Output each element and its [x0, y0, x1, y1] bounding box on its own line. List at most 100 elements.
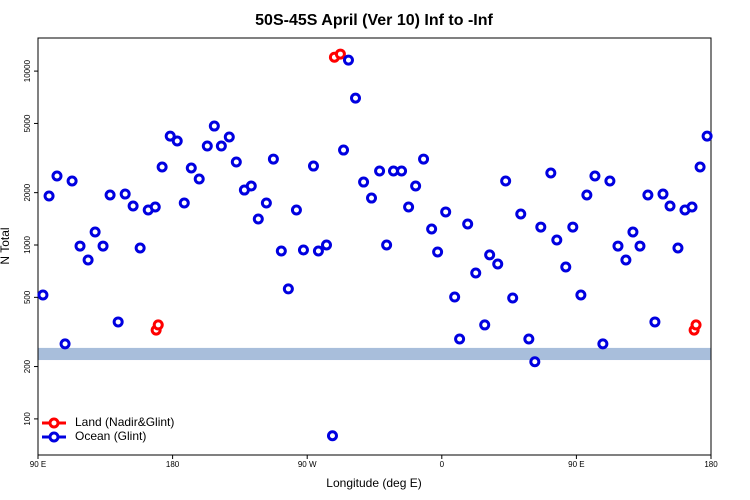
- point: [642, 189, 654, 201]
- point: [156, 161, 168, 173]
- point: [312, 245, 324, 257]
- point: [581, 189, 593, 201]
- point: [320, 239, 332, 251]
- point: [127, 200, 139, 212]
- y-tick-label: 1000: [23, 236, 32, 254]
- point: [560, 261, 572, 273]
- x-tick-label: 90 E: [568, 460, 584, 469]
- point: [119, 188, 131, 200]
- point: [470, 267, 482, 279]
- band: [38, 347, 711, 361]
- point: [43, 190, 55, 202]
- point: [575, 289, 587, 301]
- point: [338, 144, 350, 156]
- point: [59, 338, 71, 350]
- y-tick-label: 100: [23, 412, 32, 426]
- point: [260, 197, 272, 209]
- point: [567, 221, 579, 233]
- point: [529, 356, 541, 368]
- point: [290, 204, 302, 216]
- legend-marker: [48, 431, 60, 443]
- point: [267, 153, 279, 165]
- point: [89, 226, 101, 238]
- x-tick-label: 180: [704, 460, 718, 469]
- legend-marker: [48, 417, 60, 429]
- point: [245, 180, 257, 192]
- point: [535, 221, 547, 233]
- point: [297, 244, 309, 256]
- y-tick-label: 10000: [23, 59, 32, 82]
- x-axis-label: Longitude (deg E): [326, 476, 421, 490]
- point: [104, 189, 116, 201]
- point: [479, 319, 491, 331]
- point: [426, 223, 438, 235]
- chart-title: 50S-45S April (Ver 10) Inf to -Inf: [255, 12, 493, 29]
- point: [597, 338, 609, 350]
- point: [82, 254, 94, 266]
- point: [164, 130, 176, 142]
- point: [484, 249, 496, 261]
- point: [152, 319, 164, 331]
- point: [545, 167, 557, 179]
- point: [500, 175, 512, 187]
- point: [418, 153, 430, 165]
- point: [440, 206, 452, 218]
- point: [208, 120, 220, 132]
- point: [381, 239, 393, 251]
- point: [686, 201, 698, 213]
- point: [307, 160, 319, 172]
- point: [282, 283, 294, 295]
- point: [252, 213, 264, 225]
- y-tick-label: 200: [23, 359, 32, 373]
- x-tick-label: 90 W: [298, 460, 317, 469]
- point: [604, 175, 616, 187]
- point: [374, 165, 386, 177]
- legend-label: Ocean (Glint): [75, 429, 146, 443]
- point: [74, 240, 86, 252]
- x-tick-label: 0: [440, 460, 445, 469]
- point: [171, 135, 183, 147]
- plot-frame: [37, 37, 712, 456]
- point: [193, 173, 205, 185]
- point: [523, 333, 535, 345]
- point: [515, 208, 527, 220]
- point: [454, 333, 466, 345]
- point: [672, 242, 684, 254]
- point: [326, 430, 338, 442]
- point: [620, 254, 632, 266]
- point: [657, 188, 669, 200]
- point: [215, 140, 227, 152]
- y-tick-label: 5000: [23, 114, 32, 132]
- point: [462, 218, 474, 230]
- point: [634, 240, 646, 252]
- point: [589, 170, 601, 182]
- point: [178, 197, 190, 209]
- point: [334, 48, 346, 60]
- point: [701, 130, 713, 142]
- point: [649, 316, 661, 328]
- x-tick-label: 90 E: [30, 460, 46, 469]
- point: [358, 176, 370, 188]
- point: [97, 240, 109, 252]
- point: [275, 245, 287, 257]
- point: [350, 92, 362, 104]
- point: [627, 226, 639, 238]
- legend-label: Land (Nadir&Glint): [75, 415, 174, 429]
- y-tick-label: 500: [23, 290, 32, 304]
- point: [403, 201, 415, 213]
- point: [507, 292, 519, 304]
- point: [342, 54, 354, 66]
- point: [551, 234, 563, 246]
- point: [230, 156, 242, 168]
- point: [612, 240, 624, 252]
- point: [664, 200, 676, 212]
- point: [690, 319, 702, 331]
- y-tick-label: 2000: [23, 183, 32, 201]
- point: [37, 289, 49, 301]
- point: [66, 175, 78, 187]
- point: [432, 246, 444, 258]
- point: [410, 180, 422, 192]
- point: [51, 170, 63, 182]
- point: [223, 131, 235, 143]
